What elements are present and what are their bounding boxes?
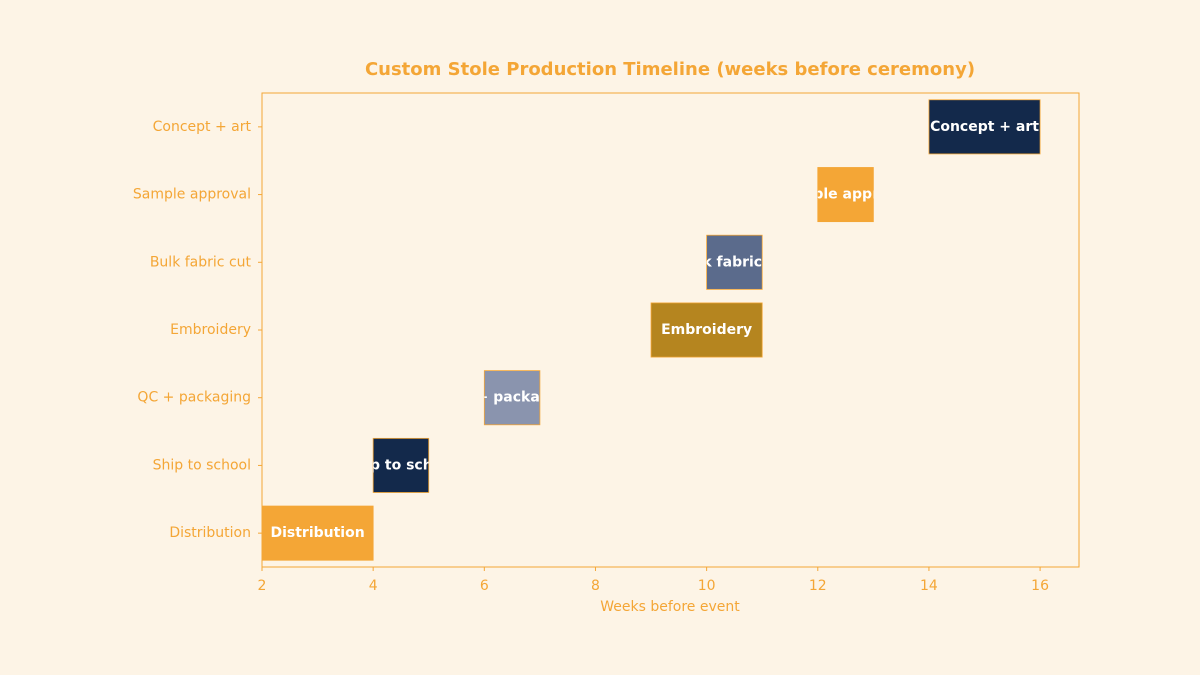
y-tick-label-embroidery: Embroidery [170, 322, 251, 338]
bar-label-concept-art: Concept + art [930, 119, 1039, 135]
bar-label-sample-approval: Sample approval [779, 187, 912, 203]
bar-qc-packaging [483, 370, 541, 426]
bar-bulk-fabric-cut [706, 234, 763, 290]
x-axis-label: Weeks before event [600, 599, 740, 615]
x-axis: 2 4 6 8 10 12 14 16 [258, 567, 1049, 594]
x-tick-label-6: 6 [480, 578, 489, 594]
x-tick-label-8: 8 [591, 578, 600, 594]
bar-distribution [261, 505, 374, 561]
bars-layer: Concept + art Sample approval Bulk fabric … [261, 99, 1041, 561]
x-tick-label-16: 16 [1031, 578, 1049, 594]
x-tick-label-10: 10 [698, 578, 716, 594]
bar-label-qc-packaging: QC + packaging [450, 390, 575, 406]
bar-sample-approval [817, 167, 874, 223]
bar-label-bulk-fabric-cut: Bulk fabric cut [677, 254, 792, 270]
x-tick-label-12: 12 [809, 578, 827, 594]
y-tick-label-distribution: Distribution [169, 525, 251, 541]
x-tick-label-4: 4 [369, 578, 378, 594]
x-tick-label-14: 14 [920, 578, 938, 594]
bar-ship-to-school [372, 437, 430, 493]
y-tick-label-qc-packaging: QC + packaging [137, 390, 251, 406]
bar-label-embroidery: Embroidery [661, 322, 752, 338]
bar-embroidery [650, 302, 763, 358]
chart-title: Custom Stole Production Timeline (weeks … [365, 59, 975, 80]
y-tick-label-bulk-fabric-cut: Bulk fabric cut [150, 254, 252, 270]
y-axis: Concept + art Sample approval Bulk fabric … [133, 119, 262, 541]
y-tick-label-ship-to-school: Ship to school [153, 457, 251, 473]
bar-label-ship-to-school: Ship to school [345, 457, 457, 473]
y-tick-label-sample-approval: Sample approval [133, 187, 251, 203]
y-tick-label-concept-art: Concept + art [153, 119, 252, 135]
x-tick-label-2: 2 [258, 578, 267, 594]
bar-label-distribution: Distribution [270, 525, 364, 541]
bar-concept-art [928, 99, 1041, 155]
